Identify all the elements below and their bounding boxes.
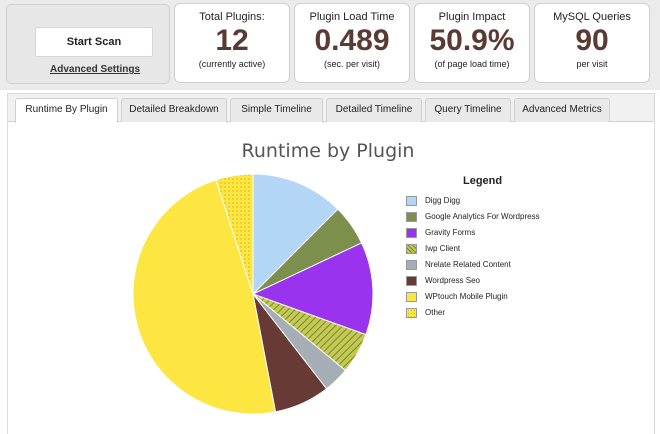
stat-sub: per visit: [576, 59, 608, 69]
tab-simple-timeline[interactable]: Simple Timeline: [230, 98, 323, 122]
stat-value: 50.9%: [429, 24, 515, 57]
legend-label: Google Analytics For Wordpress: [425, 212, 540, 221]
legend-swatch: [406, 228, 417, 238]
stat-value: 0.489: [314, 24, 390, 57]
tab-bar: Runtime By Plugin Detailed Breakdown Sim…: [8, 94, 654, 123]
stat-plugin-load-time: Plugin Load Time 0.489 (sec. per visit): [294, 3, 410, 83]
tab-detailed-breakdown[interactable]: Detailed Breakdown: [121, 98, 227, 122]
chart-title: Runtime by Plugin: [241, 140, 415, 162]
stat-value: 12: [215, 24, 249, 57]
advanced-settings-link[interactable]: Advanced Settings: [49, 64, 141, 75]
stat-total-plugins: Total Plugins: 12 (currently active): [174, 3, 290, 83]
legend-swatch: [406, 244, 417, 254]
pie-slice-digg-digg[interactable]: [252, 173, 339, 296]
chart-legend: Digg Digg Google Analytics For Wordpress G…: [406, 194, 606, 322]
pie-slice-gravity-forms[interactable]: [251, 242, 374, 336]
pie-slice-wptouch-mobile-plugin[interactable]: [132, 179, 277, 415]
legend-swatch: [406, 212, 417, 222]
legend-swatch: [406, 276, 417, 286]
legend-item: Google Analytics For Wordpress: [406, 210, 606, 226]
tab-runtime-by-plugin[interactable]: Runtime By Plugin: [15, 98, 118, 123]
legend-item: Digg Digg: [406, 194, 606, 210]
legend-label: Other: [425, 308, 446, 317]
legend-label: WPtouch Mobile Plugin: [425, 292, 508, 301]
pie-chart: [132, 173, 374, 415]
legend-label: Digg Digg: [425, 196, 461, 205]
top-stats-bar: Start Scan Advanced Settings Total Plugi…: [0, 0, 660, 90]
legend-item: Wordpress Seo: [406, 274, 606, 290]
stat-label: MySQL Queries: [553, 11, 631, 23]
legend-item: Nrelate Related Content: [406, 258, 606, 274]
report-panel: Runtime By Plugin Detailed Breakdown Sim…: [7, 93, 655, 434]
pie-slice-other[interactable]: [215, 173, 254, 295]
legend-label: Gravity Forms: [425, 228, 476, 237]
legend-item: Gravity Forms: [406, 226, 606, 242]
legend-title: Legend: [463, 175, 503, 187]
legend-swatch: [406, 260, 417, 270]
stat-sub: (of page load time): [434, 59, 510, 69]
legend-swatch: [406, 308, 417, 318]
start-scan-button[interactable]: Start Scan: [35, 27, 153, 57]
stat-value: 90: [575, 24, 609, 57]
legend-label: Iwp Client: [425, 244, 461, 253]
legend-item: Other: [406, 306, 606, 322]
tab-advanced-metrics[interactable]: Advanced Metrics: [514, 98, 610, 122]
legend-swatch: [406, 292, 417, 302]
legend-label: Nrelate Related Content: [425, 260, 511, 269]
legend-item: Iwp Client: [406, 242, 606, 258]
stat-label: Plugin Impact: [438, 11, 506, 23]
stat-plugin-impact: Plugin Impact 50.9% (of page load time): [414, 3, 530, 83]
tab-detailed-timeline[interactable]: Detailed Timeline: [326, 98, 422, 122]
stat-label: Total Plugins:: [199, 11, 265, 23]
legend-item: WPtouch Mobile Plugin: [406, 290, 606, 306]
scan-panel: Start Scan Advanced Settings: [6, 4, 170, 84]
stat-sub: (sec. per visit): [323, 59, 380, 69]
stat-mysql-queries: MySQL Queries 90 per visit: [534, 3, 650, 83]
tab-query-timeline[interactable]: Query Timeline: [425, 98, 511, 122]
legend-swatch: [406, 196, 417, 206]
stat-label: Plugin Load Time: [309, 11, 395, 23]
stat-sub: (currently active): [198, 59, 266, 69]
legend-label: Wordpress Seo: [425, 276, 480, 285]
